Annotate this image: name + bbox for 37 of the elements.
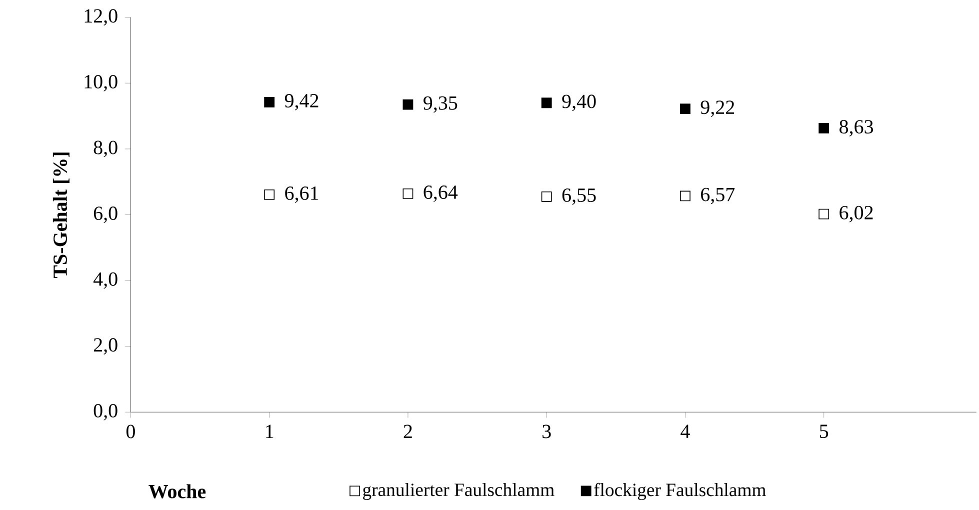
point [402, 188, 414, 200]
point [264, 190, 275, 200]
point [541, 192, 552, 202]
point [680, 104, 690, 114]
x-tick-label: 5 [820, 425, 828, 438]
data-label: 6,57 [701, 188, 735, 204]
y-tick-label: 12,0 [84, 9, 118, 26]
data-label: 6,55 [562, 188, 596, 206]
y-tick-label: 2,0 [94, 338, 118, 355]
x-axis-title: Woche [148, 484, 206, 499]
data-label: 6,02 [840, 206, 873, 223]
data-label: 6,61 [285, 186, 318, 204]
data-label: 6,64 [424, 186, 458, 202]
point [680, 191, 690, 202]
y-axis-title: TS-Gehalt [%] [52, 152, 70, 278]
data-label: 9,35 [424, 96, 458, 113]
data-label: 8,63 [840, 120, 874, 137]
point [818, 123, 830, 134]
y-tick-label: 8,0 [94, 140, 118, 158]
data-label: 9,22 [700, 100, 734, 118]
x-tick-label: 3 [542, 425, 551, 438]
point [818, 209, 830, 220]
data-label: 9,40 [562, 94, 596, 112]
data-label: 9,42 [284, 94, 318, 111]
legend-label: granulierter Faulschlamm [363, 483, 554, 500]
y-tick-label: 6,0 [94, 206, 118, 224]
point [264, 97, 275, 108]
y-tick-label: 0,0 [94, 404, 118, 421]
point [541, 98, 552, 108]
x-tick-label: 1 [266, 425, 274, 438]
point [402, 100, 414, 110]
x-tick-label: 0 [126, 425, 135, 439]
y-tick-label: 10,0 [84, 75, 118, 92]
y-tick-label: 4,0 [93, 272, 118, 289]
x-tick-label: 4 [680, 425, 690, 438]
legend-label: flockiger Faulschlamm [594, 483, 766, 500]
x-tick-label: 2 [404, 425, 412, 438]
